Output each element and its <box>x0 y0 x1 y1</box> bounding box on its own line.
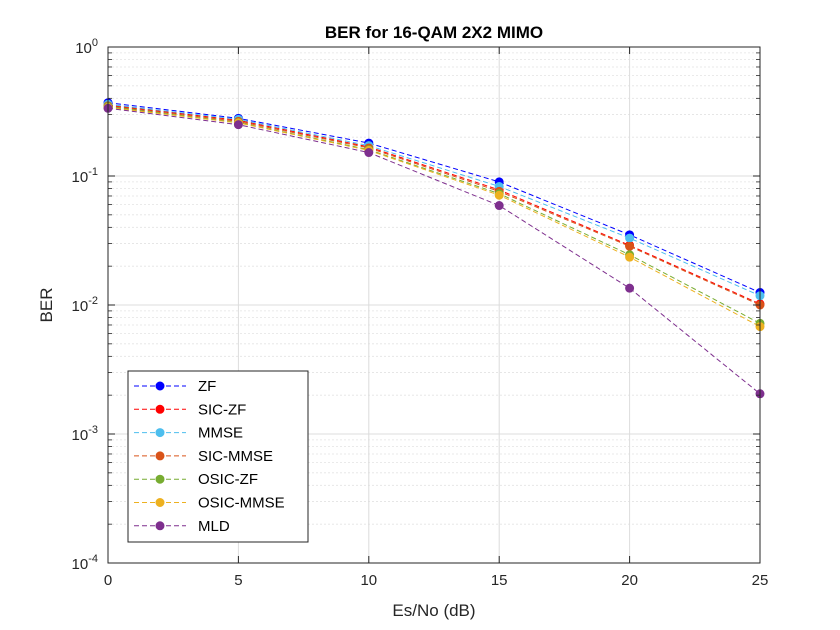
legend-marker <box>155 498 165 507</box>
legend-marker <box>155 474 165 484</box>
series-layer <box>103 98 765 399</box>
data-point-mld <box>233 120 243 130</box>
x-tick-labels: 0 5 10 15 20 25 <box>104 572 769 589</box>
y-tick-label-base: 10 <box>75 40 92 57</box>
legend-marker <box>155 404 165 414</box>
data-point-osic-mmse <box>494 190 504 200</box>
legend-marker <box>155 451 165 461</box>
x-tick-label: 0 <box>104 572 112 589</box>
legend-label: OSIC-MMSE <box>198 495 285 512</box>
x-tick-label: 20 <box>621 572 638 589</box>
series-line-mld <box>107 107 761 395</box>
legend-label: MMSE <box>198 425 243 442</box>
y-tick-label-base: 10 <box>72 169 89 186</box>
data-point-mld <box>494 201 504 211</box>
x-tick-label: 25 <box>752 572 769 589</box>
y-tick-label-base: 10 <box>72 556 89 573</box>
y-tick-label-exponent: -4 <box>88 553 98 565</box>
axis-ticks <box>107 46 761 564</box>
legend-marker <box>155 428 165 438</box>
data-point-mmse <box>625 233 635 243</box>
y-tick-label-exponent: -1 <box>88 166 98 178</box>
legend-item-osic-zf: OSIC-ZF <box>134 471 258 488</box>
series-line-mmse <box>107 103 761 297</box>
x-tick-label: 10 <box>360 572 377 589</box>
legend-label: OSIC-ZF <box>198 471 258 488</box>
y-tick-label-exponent: -2 <box>88 295 98 307</box>
legend-item-zf: ZF <box>134 378 216 395</box>
data-point-osic-mmse <box>625 252 635 262</box>
y-tick-label-base: 10 <box>72 427 89 444</box>
data-point-mld <box>625 283 635 293</box>
x-axis-label: Es/No (dB) <box>392 601 475 620</box>
legend-item-sic-zf: SIC-ZF <box>134 401 246 418</box>
series-line-osic-zf <box>107 106 761 324</box>
data-point-mld <box>364 148 374 158</box>
chart-title: BER for 16-QAM 2X2 MIMO <box>325 23 543 42</box>
y-tick-label-base: 10 <box>72 298 89 315</box>
y-axis-label: BER <box>37 288 56 323</box>
series-line-osic-mmse <box>107 106 761 328</box>
legend-item-mmse: MMSE <box>134 425 243 442</box>
y-tick-label-exponent: 0 <box>92 37 98 49</box>
legend-label: SIC-ZF <box>198 401 246 418</box>
y-tick-label: 10-2 <box>72 295 98 315</box>
legend-label: SIC-MMSE <box>198 448 273 465</box>
series-mld <box>103 103 765 399</box>
data-point-sic-mmse <box>625 241 635 251</box>
legend-item-osic-mmse: OSIC-MMSE <box>134 495 285 512</box>
series-line-zf <box>107 102 761 293</box>
legend: ZF SIC-ZF MMSE SIC-MMSE OSIC-ZF OSIC-MMSE MLD <box>127 370 309 543</box>
x-tick-label: 5 <box>234 572 242 589</box>
legend-label: ZF <box>198 378 216 395</box>
y-tick-label: 100 <box>75 37 98 57</box>
y-tick-label: 10-4 <box>72 553 98 573</box>
legend-item-mld: MLD <box>134 518 230 535</box>
legend-marker <box>155 381 165 391</box>
y-tick-label-exponent: -3 <box>88 424 98 436</box>
legend-marker <box>155 521 165 531</box>
x-tick-label: 15 <box>491 572 508 589</box>
y-tick-label: 10-1 <box>72 166 98 186</box>
legend-item-sic-mmse: SIC-MMSE <box>134 448 273 465</box>
legend-label: MLD <box>198 518 230 535</box>
y-tick-label: 10-3 <box>72 424 98 444</box>
